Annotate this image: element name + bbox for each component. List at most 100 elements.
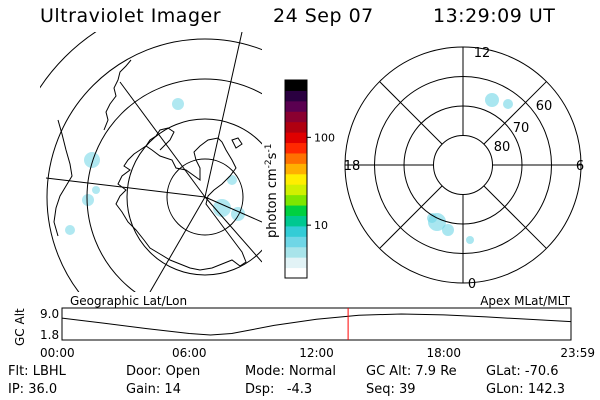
colorbar-swatch (285, 236, 307, 248)
colorbar-swatch (285, 163, 307, 175)
colorbar-swatch (285, 80, 307, 91)
colorbar-swatch (285, 121, 307, 133)
colorbar-swatch (285, 152, 307, 164)
ip-readout: IP: 36.0 (8, 382, 58, 397)
latitude-circle (166, 158, 244, 236)
colorbar-frame (284, 79, 308, 279)
latitude-circle (46, 38, 262, 292)
meridian-line (149, 196, 206, 292)
mlt-spoke (379, 185, 443, 249)
y-tick-labels: 9.0 1.8 (40, 307, 59, 342)
aurora-patch (427, 213, 437, 223)
antarctica-coastline (115, 137, 247, 271)
aurora-patch (231, 207, 245, 221)
x-tick-label: 23:59 (560, 346, 595, 360)
gc-altitude-plot: Geographic Lat/Lon Apex MLat/MLT GC Alt … (13, 294, 595, 360)
colorbar-swatch (285, 205, 307, 216)
gc-altitude-line (61, 313, 572, 336)
glon-readout: GLon: 142.3 (486, 382, 566, 397)
gain-readout: Gain: 14 (126, 382, 181, 397)
x-tick-label: 12:00 (299, 346, 334, 360)
aurora-patch (466, 236, 474, 244)
x-tick-label: 00:00 (40, 346, 75, 360)
filter-readout: Flt: LBHL (8, 364, 66, 379)
door-readout: Door: Open (126, 364, 201, 379)
longitude-meridians (45, 32, 262, 292)
colorbar-swatch (285, 225, 307, 237)
colorbar-swatch (285, 111, 307, 123)
mlt-spoke (379, 81, 443, 145)
lat-label: 60 (536, 99, 553, 114)
meridian-line (204, 32, 243, 198)
dsp-readout: Dsp: -4.3 (245, 382, 313, 397)
x-tick-label: 18:00 (426, 346, 461, 360)
gc-alt-readout: GC Alt: 7.9 Re (366, 364, 457, 379)
colorbar-swatches (285, 80, 307, 279)
mlt-label: 12 (474, 46, 491, 61)
south-america-coast (103, 59, 132, 131)
aurora-patch (82, 194, 94, 206)
seq-readout: Seq: 39 (366, 382, 416, 397)
colorbar-swatch (285, 246, 307, 258)
y-tick-label: 9.0 (40, 307, 59, 321)
aurora-patch (213, 199, 231, 217)
mlt-spokes (345, 47, 581, 283)
glat-readout: GLat: -70.6 (486, 364, 559, 379)
date-label: 24 Sep 07 (273, 5, 374, 27)
aurora-patch (485, 93, 499, 107)
lat-ring (433, 135, 493, 195)
instrument-title: Ultraviolet Imager (40, 5, 222, 27)
colorbar-swatch (285, 257, 307, 269)
colorbar-swatch (285, 194, 307, 206)
mode-readout: Mode: Normal (245, 364, 336, 379)
y-axis-label: GC Alt (13, 308, 27, 346)
geo-panel-label: Geographic Lat/Lon (70, 294, 187, 308)
colorbar: 100 10 photon cm-2s-1 (264, 79, 335, 279)
aurora-patch (503, 99, 513, 109)
apex-panel-label: Apex MLat/MLT (480, 294, 570, 308)
meridian-line (45, 177, 206, 198)
mlt-label: 0 (468, 277, 476, 292)
colorbar-swatch (285, 142, 307, 154)
colorbar-swatch (285, 132, 307, 144)
mlt-spoke (483, 185, 547, 249)
mlt-label: 18 (344, 159, 361, 174)
auroral-emission (65, 98, 245, 235)
latitude-circles (40, 32, 262, 292)
meridian-line (204, 196, 262, 223)
aurora-patch (172, 98, 184, 110)
island-outline (231, 137, 243, 149)
colorbar-swatch (285, 267, 307, 279)
lat-label: 80 (494, 140, 511, 155)
colorbar-swatch (285, 173, 307, 185)
aurora-patch (65, 225, 75, 235)
colorbar-tick-label: 10 (314, 219, 328, 232)
latitude-circle (126, 118, 262, 276)
aurora-patch (92, 186, 100, 194)
antarctic-peninsula (145, 127, 175, 151)
colorbar-swatch (285, 100, 307, 112)
meridian-line (119, 81, 206, 198)
mlt-label: 6 (576, 159, 584, 174)
aurora-patch (442, 224, 454, 236)
lat-label: 70 (513, 121, 530, 136)
colorbar-tick-label: 100 (314, 131, 335, 144)
colorbar-swatch (285, 184, 307, 196)
colorbar-swatch (285, 90, 307, 102)
latitude-circle (86, 78, 262, 292)
mlt-spoke (483, 81, 547, 145)
plot-frame (61, 307, 572, 341)
geographic-map (40, 32, 262, 292)
colorbar-ticks: 100 10 (307, 131, 335, 232)
colorbar-swatch (285, 215, 307, 227)
x-tick-label: 06:00 (172, 346, 207, 360)
auroral-emission (427, 93, 513, 244)
colorbar-label: photon cm-2s-1 (264, 144, 280, 238)
meridian-line (204, 196, 262, 263)
aurora-patch (84, 152, 100, 168)
australia-coast (53, 119, 73, 237)
aurora-patch (227, 175, 237, 185)
